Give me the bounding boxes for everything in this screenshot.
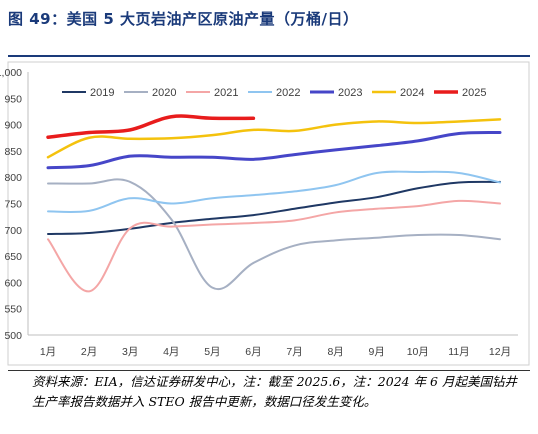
- series-line-2019: [47, 180, 501, 236]
- title-divider: [8, 55, 530, 57]
- y-tick-label: 1,000: [0, 67, 22, 79]
- y-tick-label: 750: [4, 199, 22, 211]
- x-tick-label: 7月: [286, 346, 302, 358]
- legend-label-2023: 2023: [338, 87, 362, 99]
- x-tick-label: 5月: [204, 346, 220, 358]
- y-tick-label: 850: [4, 146, 22, 158]
- series-line-2024: [46, 118, 502, 159]
- figure-title: 图 49：美国 5 大页岩油产区原油产量（万桶/日）: [8, 10, 359, 28]
- y-tick-label: 500: [4, 330, 22, 342]
- x-tick-label: 1月: [40, 346, 56, 358]
- x-tick-label: 6月: [245, 346, 261, 358]
- line-chart: 500 550 600 650 700 750 800 850 900 950 1,000 1月 2月 3…: [0, 61, 530, 366]
- series-line-2022: [47, 170, 501, 214]
- legend-label-2024: 2024: [400, 87, 424, 99]
- x-tick-label: 3月: [122, 346, 138, 358]
- y-tick-label: 650: [4, 251, 22, 263]
- y-tick-label: 700: [4, 225, 22, 237]
- series-line-2023: [46, 130, 502, 170]
- legend-label-2021: 2021: [214, 87, 238, 99]
- y-tick-label: 550: [4, 304, 22, 316]
- series-line-2025: [46, 114, 256, 139]
- y-tick-label: 800: [4, 172, 22, 184]
- series-line-2021: [47, 199, 501, 293]
- x-tick-label: 10月: [407, 346, 429, 358]
- y-tick-label: 600: [4, 277, 22, 289]
- x-tick-label: 4月: [163, 346, 179, 358]
- legend-label-2020: 2020: [152, 87, 176, 99]
- legend-label-2022: 2022: [276, 87, 300, 99]
- x-tick-label: 8月: [327, 346, 343, 358]
- x-tick-label: 12月: [489, 346, 511, 358]
- y-tick-label: 900: [4, 120, 22, 132]
- series-group: [46, 114, 502, 293]
- x-tick-label: 9月: [369, 346, 385, 358]
- note-divider: [8, 370, 530, 371]
- series-line-2020: [47, 178, 501, 291]
- legend: 2019 2020 2021 2022 2023 2024 2025: [62, 87, 486, 99]
- source-note: 资料来源：EIA，信达证券研发中心，注：截至 2025.6，注：2024 年 6…: [32, 374, 517, 409]
- x-tick-label: 2月: [81, 346, 97, 358]
- y-tick-label: 950: [4, 93, 22, 105]
- legend-label-2025: 2025: [462, 87, 486, 99]
- axes: 500 550 600 650 700 750 800 850 900 950 1,000 1月 2月 3…: [0, 67, 518, 358]
- legend-label-2019: 2019: [90, 87, 114, 99]
- x-tick-label: 11月: [448, 346, 469, 358]
